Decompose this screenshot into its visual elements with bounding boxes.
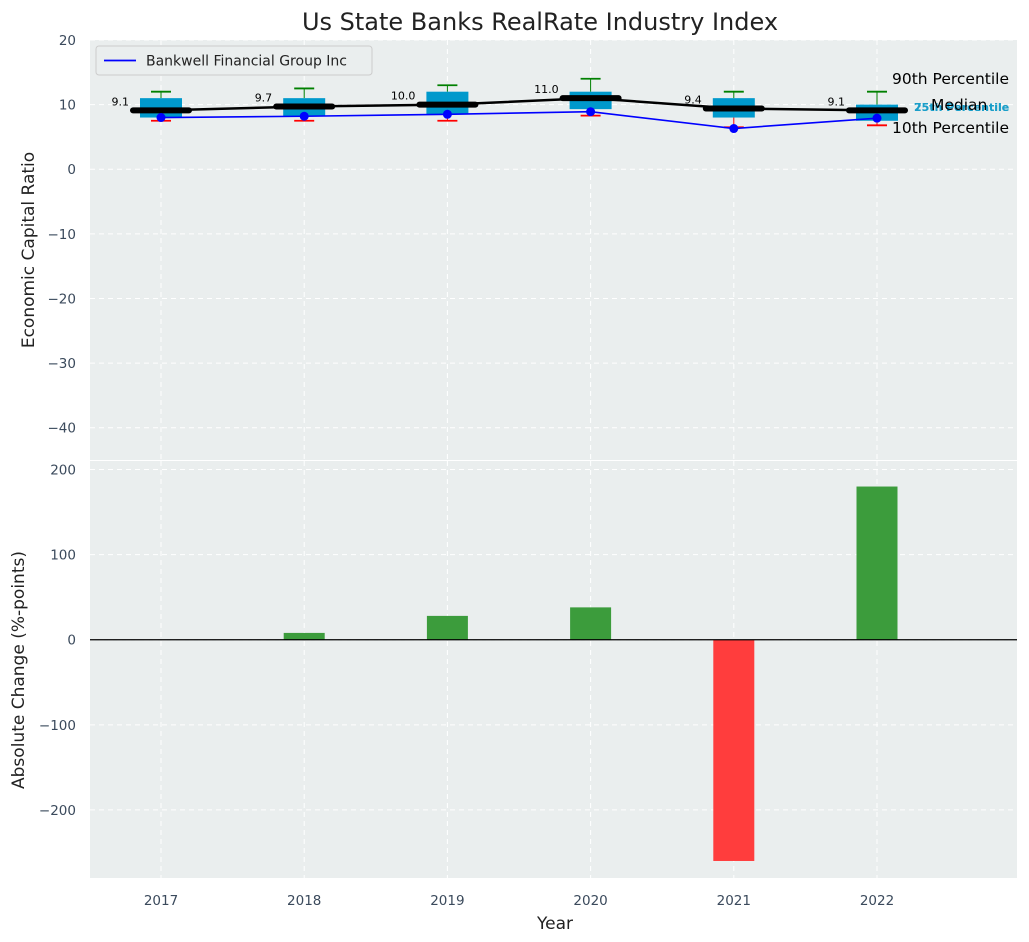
x-tick-label: 2018 xyxy=(287,893,321,909)
series-point xyxy=(299,111,309,121)
percentile-annotations: 90th Percentile 75th Percentile 25th Per… xyxy=(892,70,1009,137)
bottom-y-tick-label: 100 xyxy=(50,548,76,564)
top-y-axis-title: Economic Capital Ratio xyxy=(19,152,39,348)
x-tick-label: 2019 xyxy=(430,893,464,909)
x-tick-label: 2020 xyxy=(573,893,607,909)
annotation-median: Median xyxy=(931,96,987,114)
median-value-label: 10.0 xyxy=(391,90,416,103)
series-line xyxy=(160,110,878,130)
annotation-90th-percentile: 90th Percentile xyxy=(892,70,1009,88)
bottom-y-tick-label: −200 xyxy=(39,803,76,819)
legend-box xyxy=(95,45,373,76)
bottom-panel: 200 100 0 −100 −200 2017 2018 2019 2020 2021 2022… xyxy=(9,461,1017,934)
change-bar xyxy=(283,632,325,640)
median-value-label: 9.7 xyxy=(255,92,273,105)
top-plot-area xyxy=(90,40,1017,460)
series-point xyxy=(442,109,452,119)
series-point xyxy=(586,107,596,117)
bottom-y-ticks: 200 100 0 −100 −200 xyxy=(39,463,76,819)
change-bars xyxy=(283,486,898,861)
series-point xyxy=(729,124,739,134)
top-panel: 20 10 0 −10 −20 −30 −40 9.1 9.7 10.0 11.0 9.4 9.1 9… xyxy=(19,33,1017,460)
bottom-y-tick-label: 200 xyxy=(50,463,76,479)
top-gridlines xyxy=(90,39,1017,460)
median-trend-line xyxy=(160,96,878,112)
x-tick-label: 2021 xyxy=(717,893,751,909)
top-y-tick-label: 10 xyxy=(59,98,76,114)
x-tick-label: 2022 xyxy=(860,893,894,909)
change-bar xyxy=(570,607,612,640)
top-y-tick-label: −20 xyxy=(48,291,77,307)
annotation-25th-percentile: 25th Percentile xyxy=(914,101,1009,114)
x-tick-label: 2017 xyxy=(144,893,178,909)
x-ticks: 2017 2018 2019 2020 2021 2022 xyxy=(144,893,894,909)
median-value-label: 9.1 xyxy=(828,95,846,108)
top-y-tick-label: 0 xyxy=(67,162,76,178)
legend-label: Bankwell Financial Group Inc xyxy=(146,54,347,70)
legend: Bankwell Financial Group Inc xyxy=(95,45,373,76)
bottom-y-tick-label: −100 xyxy=(39,718,76,734)
median-value-label: 11.0 xyxy=(534,83,559,96)
change-bar xyxy=(713,639,755,861)
top-y-tick-label: −30 xyxy=(48,356,77,372)
annotation-75th-percentile: 75th Percentile xyxy=(914,101,1009,114)
top-y-tick-label: −10 xyxy=(48,227,77,243)
median-value-label: 9.4 xyxy=(684,93,702,106)
median-value-labels: 9.1 9.7 10.0 11.0 9.4 9.1 xyxy=(112,83,846,108)
change-bar xyxy=(856,486,898,640)
x-axis-title: Year xyxy=(536,914,573,934)
median-line-group xyxy=(160,96,878,112)
chart-title: Us State Banks RealRate Industry Index xyxy=(302,8,778,36)
top-y-tick-label: 20 xyxy=(59,33,76,49)
change-bar xyxy=(426,615,468,640)
company-series xyxy=(156,107,882,134)
series-point xyxy=(872,113,882,123)
annotation-10th-percentile: 10th Percentile xyxy=(892,119,1009,137)
top-y-ticks: 20 10 0 −10 −20 −30 −40 xyxy=(48,33,77,437)
bottom-y-tick-label: 0 xyxy=(67,633,76,649)
bottom-y-axis-title: Absolute Change (%-points) xyxy=(9,551,29,789)
series-point xyxy=(156,113,166,123)
top-y-tick-label: −40 xyxy=(48,421,77,437)
median-value-label: 9.1 xyxy=(112,95,130,108)
